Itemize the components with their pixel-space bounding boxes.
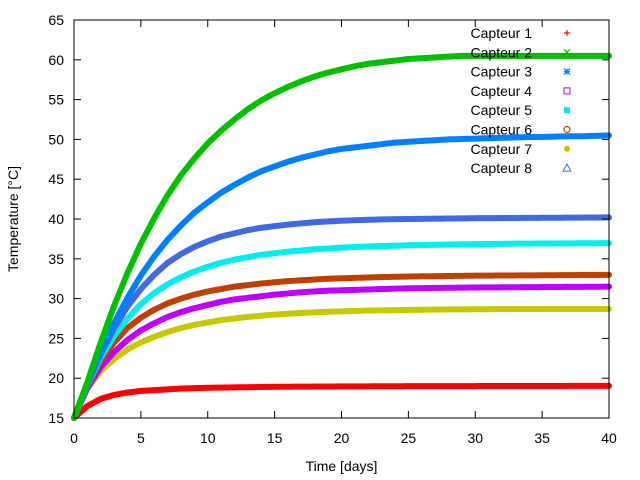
y-tick-label: 35 (48, 251, 64, 267)
series-7 (71, 305, 612, 421)
legend-entry-3: Capteur 3 (471, 64, 571, 80)
legend-entry-7: Capteur 7 (471, 141, 570, 157)
legend-entry-1: Capteur 1 (471, 25, 570, 41)
x-tick-label: 5 (137, 430, 145, 446)
x-tick-label: 0 (70, 430, 78, 446)
x-tick-label: 30 (467, 430, 483, 446)
legend-label: Capteur 2 (471, 44, 533, 60)
ticks-layer: 0 5 10 15 20 25 30 35 40 15 20 25 30 35 40 45 50 55 60 65 (48, 12, 617, 446)
legend-marker (562, 163, 572, 172)
legend-entry-4: Capteur 4 (471, 83, 571, 99)
series-line (71, 305, 612, 421)
legend-marker (563, 125, 571, 134)
y-tick-label: 30 (48, 291, 64, 307)
series-line (71, 271, 612, 421)
legend-marker (563, 68, 571, 76)
legend-label: Capteur 7 (471, 141, 533, 157)
legend-label: Capteur 8 (471, 160, 533, 176)
series-3 (71, 132, 612, 421)
series-4 (71, 283, 612, 421)
y-tick-label: 60 (48, 52, 64, 68)
series-8 (71, 214, 612, 421)
series-line (71, 214, 612, 421)
x-tick-label: 35 (534, 430, 550, 446)
legend-marker (563, 87, 571, 95)
legend-entry-6: Capteur 6 (471, 122, 571, 138)
series-5 (71, 240, 612, 421)
legend-marker (564, 145, 570, 152)
x-tick-label: 40 (601, 430, 617, 446)
y-tick-label: 25 (48, 330, 64, 346)
legend: Capteur 1 Capteur 2 Capteur 3 Capteur 4 Capt… (471, 25, 572, 176)
series-6 (71, 271, 612, 421)
legend-marker (564, 30, 570, 36)
y-tick-label: 45 (48, 171, 64, 187)
y-tick-label: 50 (48, 131, 64, 147)
legend-label: Capteur 4 (471, 83, 533, 99)
legend-entry-2: Capteur 2 (471, 44, 571, 60)
y-tick-label: 55 (48, 92, 64, 108)
series-line (71, 240, 612, 421)
x-tick-label: 25 (401, 430, 417, 446)
legend-label: Capteur 3 (471, 64, 533, 80)
series-line (71, 382, 612, 421)
y-tick-label: 20 (48, 370, 64, 386)
legend-marker (564, 107, 570, 114)
legend-label: Capteur 5 (471, 102, 533, 118)
series-line (71, 52, 612, 421)
series-line (71, 283, 612, 421)
legend-entry-8: Capteur 8 (471, 160, 572, 176)
legend-entry-5: Capteur 5 (471, 102, 570, 118)
legend-label: Capteur 6 (471, 122, 533, 138)
y-tick-label: 15 (48, 410, 64, 426)
series-2 (71, 52, 612, 421)
x-axis-label: Time [days] (306, 458, 378, 474)
legend-marker (563, 48, 571, 56)
x-tick-label: 10 (200, 430, 216, 446)
series-line (71, 132, 612, 421)
y-axis-label: Temperature [°C] (5, 166, 21, 272)
series-1 (71, 382, 612, 421)
series-layer (71, 52, 612, 421)
x-tick-label: 20 (334, 430, 350, 446)
y-tick-label: 65 (48, 12, 64, 28)
y-tick-label: 40 (48, 211, 64, 227)
legend-label: Capteur 1 (471, 25, 533, 41)
x-tick-label: 15 (267, 430, 283, 446)
